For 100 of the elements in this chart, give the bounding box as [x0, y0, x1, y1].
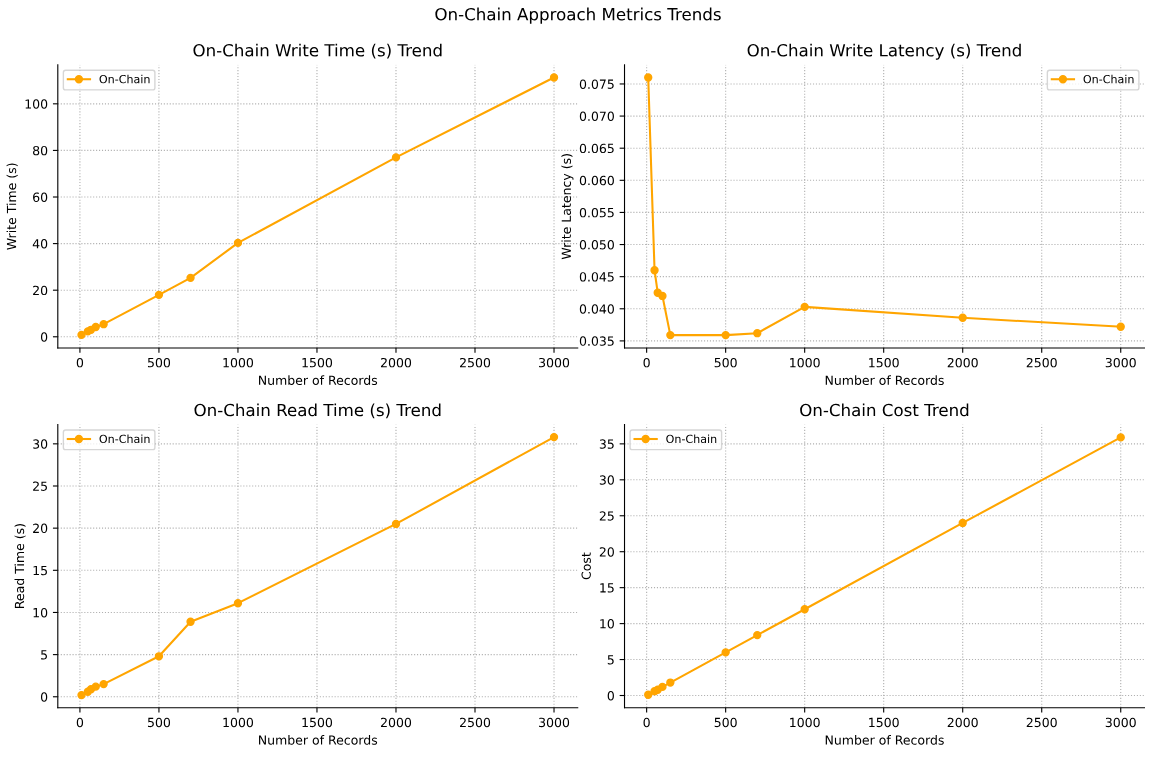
chart-title: On-Chain Read Time (s) Trend	[194, 403, 441, 419]
point	[233, 238, 243, 248]
point	[666, 678, 675, 687]
x-tick-label: 2000	[381, 717, 412, 728]
y-tick-label: 100	[25, 99, 48, 109]
point	[666, 330, 675, 340]
y-tick-label: 40	[32, 239, 48, 249]
x-tick-label: 0	[76, 357, 84, 368]
text: On-Chain Approach Metrics Trends	[435, 7, 721, 24]
point	[644, 690, 653, 699]
point	[721, 330, 730, 340]
x-tick-label: 500	[147, 717, 171, 728]
y-tick-label: 0.060	[579, 175, 614, 186]
point	[391, 153, 401, 162]
x-tick-label: 2000	[947, 717, 978, 728]
x-tick-label: 2500	[460, 717, 491, 728]
y-tick-label: 80	[33, 145, 48, 156]
point	[391, 519, 401, 529]
point	[958, 313, 967, 322]
y-tick-label: 0.065	[579, 143, 614, 154]
y-tick-label: 5	[607, 655, 614, 665]
y-tick-label: 0.035	[579, 336, 614, 346]
point	[658, 291, 667, 301]
point	[753, 329, 762, 338]
x-tick-label: 1500	[302, 717, 333, 728]
point	[753, 630, 762, 640]
y-axis-title: Read Time (s)	[14, 524, 26, 608]
x-tick-label: 2500	[460, 357, 491, 368]
chart-title: On-Chain Write Latency (s) Trend	[747, 43, 1021, 60]
x-axis-title: Number of Records	[259, 375, 378, 386]
x-axis-title: Number of Records	[259, 735, 378, 745]
x-axis-title: Number of Records	[825, 735, 944, 745]
x-tick-label: 2000	[381, 357, 412, 368]
y-tick-label: 25	[33, 481, 47, 491]
point	[958, 518, 967, 528]
y-axis-title: Write Time (s)	[6, 163, 18, 250]
y-tick-label: 0	[40, 692, 48, 702]
x-tick-label: 1000	[790, 717, 820, 728]
point	[800, 302, 809, 312]
x-tick-label: 1000	[223, 357, 254, 368]
y-tick-label: 0.040	[579, 304, 614, 314]
x-tick-label: 3000	[539, 357, 570, 368]
y-tick-label: 25	[599, 511, 614, 521]
x-tick-label: 0	[643, 357, 650, 368]
x-tick-label: 500	[147, 357, 171, 368]
y-tick-label: 10	[33, 607, 48, 618]
legend-label: On-Chain	[1083, 74, 1134, 84]
x-tick-label: 3000	[1105, 357, 1136, 368]
point	[644, 73, 653, 82]
point	[650, 266, 659, 275]
point	[186, 617, 195, 626]
x-tick-label: 2000	[947, 357, 978, 368]
point	[154, 652, 164, 661]
y-tick-label: 35	[599, 439, 614, 449]
x-tick-label: 500	[714, 357, 737, 368]
point	[91, 682, 100, 691]
x-tick-label: 0	[643, 717, 650, 728]
y-tick-label: 0.070	[579, 111, 614, 121]
y-tick-label: 5	[41, 650, 47, 660]
point	[154, 290, 164, 300]
x-tick-label: 1500	[869, 357, 899, 368]
x-tick-label: 3000	[539, 717, 570, 728]
point	[99, 320, 108, 329]
legend-label: On-Chain	[99, 434, 150, 444]
x-tick-label: 1000	[790, 357, 820, 368]
legend-label: On-Chain	[99, 74, 150, 84]
chart-title: On-Chain Cost Trend	[800, 403, 969, 417]
y-tick-label: 20	[599, 547, 614, 557]
x-tick-label: 2500	[1026, 717, 1057, 728]
y-tick-label: 0	[40, 332, 48, 342]
y-tick-label: 30	[599, 475, 614, 485]
point	[549, 432, 559, 442]
y-tick-label: 15	[600, 583, 614, 593]
point	[721, 648, 730, 657]
chart-title: On-Chain Write Time (s) Trend	[193, 43, 442, 59]
point	[77, 330, 86, 340]
point	[658, 682, 667, 692]
point	[549, 73, 559, 82]
y-tick-label: 0	[607, 690, 614, 701]
x-tick-label: 0	[76, 717, 84, 728]
x-tick-label: 2500	[1026, 357, 1057, 368]
x-tick-label: 1500	[869, 717, 899, 728]
x-tick-label: 1000	[223, 717, 254, 728]
x-tick-label: 1500	[302, 357, 333, 368]
y-tick-label: 15	[33, 565, 47, 576]
point	[800, 605, 809, 614]
point	[99, 679, 108, 689]
x-tick-label: 500	[714, 717, 737, 728]
point	[186, 273, 195, 283]
legend-label: On-Chain	[666, 434, 717, 444]
y-tick-label: 0.055	[579, 207, 614, 218]
y-tick-label: 0.075	[579, 79, 614, 89]
y-tick-label: 10	[600, 619, 614, 629]
y-tick-label: 20	[33, 285, 48, 296]
point	[77, 690, 86, 700]
y-tick-label: 20	[33, 523, 48, 534]
point	[1116, 433, 1125, 442]
point	[233, 599, 243, 608]
y-tick-label: 30	[33, 439, 48, 449]
y-tick-label: 0.045	[579, 272, 614, 282]
